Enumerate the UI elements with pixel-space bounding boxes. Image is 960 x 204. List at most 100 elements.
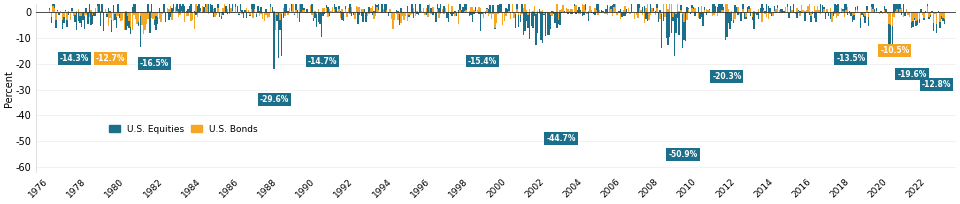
Bar — [860, 12, 861, 18]
Bar — [292, 11, 294, 12]
Bar — [357, 7, 359, 12]
Bar — [306, 9, 308, 12]
Bar — [192, 12, 194, 20]
Bar — [916, 12, 917, 26]
Bar — [260, 12, 262, 13]
Bar — [71, 8, 73, 12]
Bar — [772, 12, 774, 16]
Bar — [248, 10, 249, 12]
Bar — [162, 12, 163, 14]
Bar — [944, 12, 946, 24]
Bar — [246, 12, 248, 18]
Bar — [708, 9, 710, 12]
Bar — [92, 12, 93, 24]
Bar — [495, 12, 497, 23]
Bar — [321, 12, 323, 13]
Bar — [473, 12, 475, 14]
Bar — [57, 10, 59, 12]
Bar — [449, 12, 451, 14]
Bar — [227, 12, 228, 14]
Bar — [294, 12, 295, 14]
Bar — [901, 8, 902, 12]
Bar — [820, 12, 822, 14]
Bar — [175, 8, 176, 12]
Bar — [170, 6, 171, 12]
Bar — [407, 12, 408, 21]
Bar — [153, 12, 154, 19]
Bar — [827, 12, 828, 13]
Bar — [623, 12, 624, 16]
Bar — [327, 7, 328, 12]
Bar — [754, 12, 755, 29]
Bar — [494, 12, 495, 28]
Bar — [531, 12, 532, 26]
Bar — [199, 0, 200, 12]
Bar — [565, 8, 567, 12]
Bar — [439, 12, 440, 18]
Bar — [252, 4, 253, 12]
Bar — [883, 10, 885, 12]
Bar — [856, 6, 858, 12]
Bar — [376, 7, 378, 12]
Bar — [521, 12, 522, 14]
Bar — [774, 6, 776, 12]
Bar — [342, 12, 343, 20]
Bar — [405, 12, 406, 16]
Bar — [721, 1, 723, 12]
Bar — [928, 12, 929, 19]
Bar — [124, 12, 125, 19]
Bar — [272, 12, 273, 13]
Text: -13.5%: -13.5% — [836, 54, 866, 63]
Bar — [715, 6, 716, 12]
Bar — [853, 12, 854, 15]
Bar — [422, 12, 424, 13]
Bar — [216, 12, 217, 15]
Bar — [810, 12, 812, 16]
Bar — [442, 9, 444, 12]
Bar — [944, 12, 946, 19]
Bar — [518, 12, 519, 27]
Bar — [567, 9, 568, 12]
Bar — [777, 5, 779, 12]
Bar — [323, 8, 324, 12]
Bar — [338, 6, 340, 12]
Bar — [592, 12, 594, 14]
Bar — [56, 12, 57, 28]
Text: -15.4%: -15.4% — [468, 57, 497, 66]
Bar — [440, 2, 442, 12]
Bar — [621, 12, 623, 17]
Bar — [591, 12, 592, 13]
Bar — [143, 12, 144, 34]
Bar — [507, 9, 508, 12]
Bar — [376, 5, 378, 12]
Bar — [284, 12, 286, 17]
Bar — [618, 11, 619, 12]
Bar — [362, 12, 364, 22]
Bar — [233, 12, 235, 13]
Bar — [185, 11, 187, 12]
Bar — [696, 12, 697, 13]
Bar — [866, 10, 868, 12]
Bar — [116, 12, 117, 28]
Bar — [856, 10, 858, 12]
Bar — [541, 12, 543, 43]
Bar — [601, 10, 602, 12]
Bar — [669, 12, 670, 37]
Bar — [785, 8, 786, 12]
Bar — [173, 11, 175, 12]
Bar — [197, 6, 198, 12]
Bar — [798, 11, 799, 12]
Bar — [589, 6, 591, 12]
Bar — [451, 6, 452, 12]
Bar — [180, 11, 182, 12]
Bar — [432, 7, 434, 12]
Bar — [311, 12, 313, 15]
Bar — [430, 8, 432, 12]
Bar — [213, 9, 214, 12]
Bar — [844, 12, 845, 17]
Bar — [693, 7, 694, 12]
Bar — [890, 12, 892, 25]
Bar — [240, 0, 241, 12]
Bar — [893, 4, 895, 12]
Bar — [120, 12, 122, 14]
